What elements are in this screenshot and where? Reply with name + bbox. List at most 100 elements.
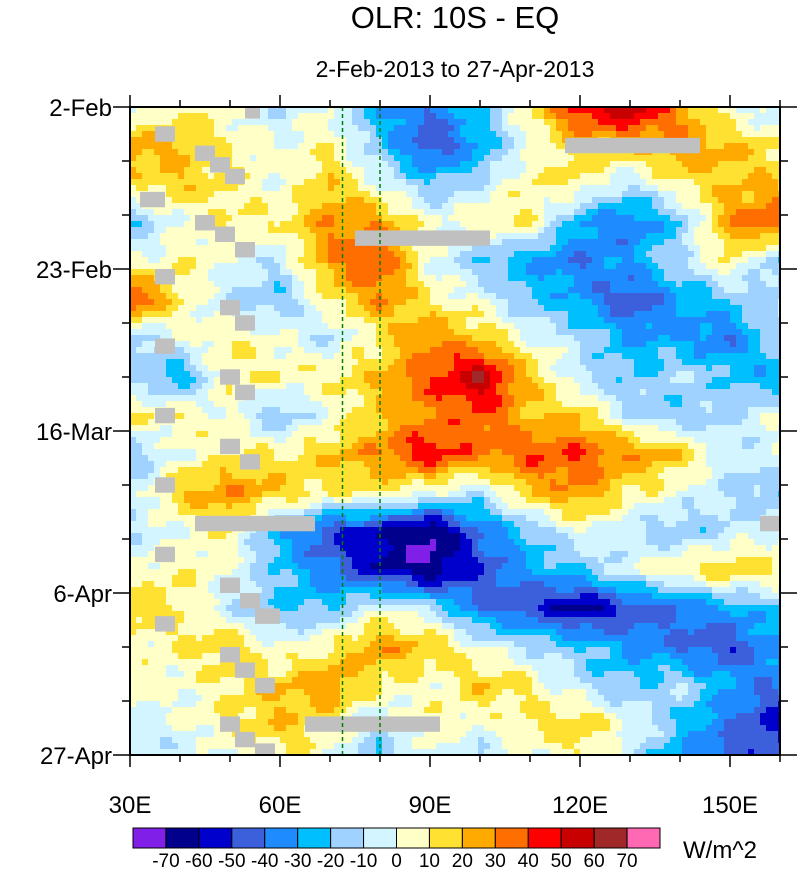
- heatmap-cell: [358, 311, 365, 318]
- heatmap-cell: [616, 209, 623, 216]
- heatmap-cell: [592, 179, 599, 186]
- heatmap-cell: [286, 125, 293, 132]
- heatmap-cell: [184, 281, 191, 288]
- heatmap-cell: [274, 125, 281, 132]
- heatmap-cell: [136, 233, 143, 240]
- heatmap-cell: [172, 251, 179, 258]
- heatmap-cell: [346, 377, 353, 384]
- heatmap-cell: [406, 275, 413, 282]
- heatmap-cell: [136, 209, 143, 216]
- heatmap-cell: [286, 281, 293, 288]
- heatmap-cell: [478, 335, 485, 342]
- heatmap-cell: [136, 179, 143, 186]
- heatmap-cell: [142, 323, 149, 330]
- heatmap-cell: [328, 227, 335, 234]
- heatmap-cell: [154, 167, 161, 174]
- heatmap-cell: [268, 209, 275, 216]
- heatmap-cell: [670, 131, 677, 138]
- heatmap-cell: [622, 209, 629, 216]
- heatmap-cell: [172, 317, 179, 324]
- heatmap-cell: [460, 329, 467, 336]
- heatmap-cell: [262, 215, 269, 222]
- heatmap-cell: [484, 359, 491, 366]
- heatmap-cell: [604, 167, 611, 174]
- heatmap-cell: [364, 209, 371, 216]
- heatmap-cell: [346, 305, 353, 312]
- heatmap-cell: [316, 167, 323, 174]
- heatmap-cell: [748, 131, 755, 138]
- heatmap-cell: [244, 281, 251, 288]
- heatmap-cell: [274, 329, 281, 336]
- heatmap-cell: [772, 263, 779, 270]
- heatmap-cell: [316, 347, 323, 354]
- heatmap-cell: [478, 227, 485, 234]
- heatmap-cell: [508, 335, 515, 342]
- heatmap-cell: [424, 305, 431, 312]
- heatmap-cell: [694, 227, 701, 234]
- heatmap-cell: [736, 323, 743, 330]
- heatmap-cell: [424, 329, 431, 336]
- heatmap-cell: [712, 329, 719, 336]
- heatmap-cell: [364, 275, 371, 282]
- heatmap-cell: [496, 191, 503, 198]
- heatmap-cell: [694, 269, 701, 276]
- heatmap-cell: [352, 191, 359, 198]
- heatmap-cell: [532, 353, 539, 360]
- heatmap-cell: [466, 197, 473, 204]
- heatmap-cell: [634, 269, 641, 276]
- heatmap-cell: [430, 119, 437, 126]
- heatmap-cell: [214, 353, 221, 360]
- heatmap-cell: [736, 143, 743, 150]
- heatmap-cell: [592, 281, 599, 288]
- heatmap-cell: [190, 311, 197, 318]
- heatmap-cell: [436, 281, 443, 288]
- heatmap-cell: [700, 161, 707, 168]
- heatmap-cell: [766, 221, 773, 228]
- heatmap-cell: [748, 167, 755, 174]
- heatmap-cell: [310, 353, 317, 360]
- heatmap-cell: [634, 233, 641, 240]
- heatmap-cell: [214, 179, 221, 186]
- heatmap-cell: [448, 323, 455, 330]
- heatmap-cell: [682, 185, 689, 192]
- heatmap-cell: [742, 227, 749, 234]
- heatmap-cell: [520, 149, 527, 156]
- heatmap-cell: [556, 173, 563, 180]
- heatmap-cell: [646, 377, 653, 384]
- heatmap-cell: [142, 251, 149, 258]
- heatmap-cell: [682, 131, 689, 138]
- heatmap-cell: [142, 341, 149, 348]
- heatmap-cell: [286, 185, 293, 192]
- heatmap-cell: [526, 149, 533, 156]
- heatmap-cell: [712, 281, 719, 288]
- heatmap-cell: [646, 365, 653, 372]
- heatmap-cell: [526, 221, 533, 228]
- heatmap-cell: [484, 155, 491, 162]
- heatmap-cell: [526, 191, 533, 198]
- heatmap-cell: [424, 317, 431, 324]
- heatmap-cell: [508, 107, 515, 114]
- heatmap-cell: [598, 161, 605, 168]
- heatmap-cell: [646, 293, 653, 300]
- heatmap-cell: [166, 335, 173, 342]
- heatmap-cell: [700, 203, 707, 210]
- heatmap-cell: [292, 179, 299, 186]
- heatmap-cell: [346, 335, 353, 342]
- heatmap-cell: [574, 347, 581, 354]
- heatmap-cell: [640, 269, 647, 276]
- heatmap-cell: [232, 293, 239, 300]
- heatmap-cell: [268, 227, 275, 234]
- heatmap-cell: [184, 155, 191, 162]
- heatmap-cell: [304, 155, 311, 162]
- heatmap-cell: [592, 239, 599, 246]
- heatmap-cell: [400, 221, 407, 228]
- heatmap-cell: [676, 245, 683, 252]
- heatmap-cell: [214, 275, 221, 282]
- heatmap-cell: [412, 215, 419, 222]
- heatmap-cell: [286, 269, 293, 276]
- heatmap-cell: [478, 293, 485, 300]
- heatmap-cell: [550, 263, 557, 270]
- heatmap-cell: [184, 119, 191, 126]
- heatmap-cell: [472, 203, 479, 210]
